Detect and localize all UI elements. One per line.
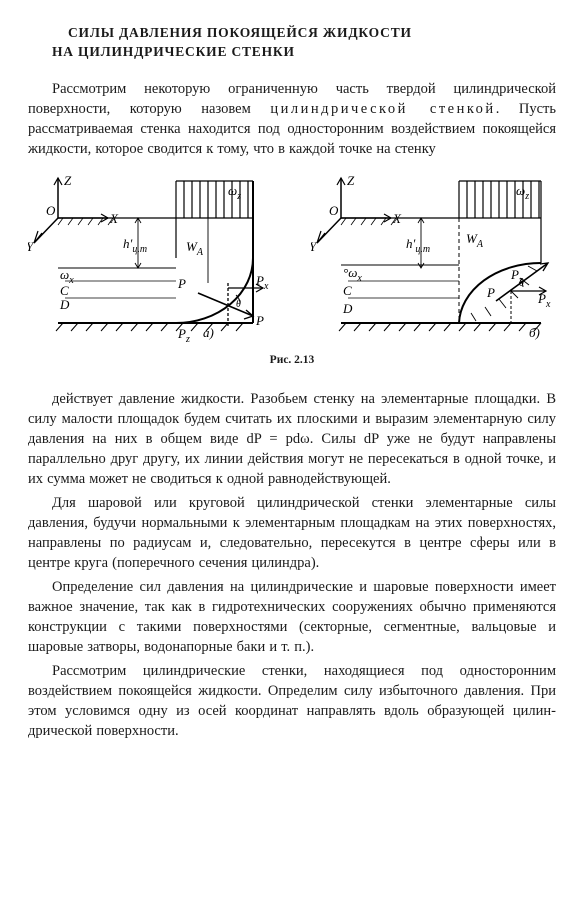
- svg-text:C: C: [60, 283, 69, 298]
- svg-text:h′ц.т: h′ц.т: [406, 236, 430, 255]
- title-line-2: НА ЦИЛИНДРИЧЕСКИЕ СТЕНКИ: [68, 43, 556, 62]
- svg-text:Pz: Pz: [177, 326, 190, 343]
- svg-text:Px: Px: [537, 291, 551, 310]
- svg-text:Z: Z: [64, 173, 72, 188]
- svg-text:Y: Y: [28, 239, 35, 254]
- svg-text:ωz: ωz: [228, 183, 241, 202]
- svg-text:θ: θ: [236, 299, 241, 310]
- figure-panel-a: Z X Y O: [28, 173, 273, 343]
- section-title: СИЛЫ ДАВЛЕНИЯ ПОКОЯЩЕЙСЯ ЖИДКОСТИ НА ЦИЛ…: [28, 24, 556, 61]
- svg-text:Z: Z: [347, 173, 355, 188]
- paragraph-5: Рассмотрим цилиндрические стенки, находя…: [28, 661, 556, 741]
- figure-2-13: Z X Y O: [28, 173, 556, 343]
- spaced-term: цилиндри­ческой стенкой: [270, 101, 495, 117]
- svg-text:C: C: [343, 283, 352, 298]
- svg-text:h′ц.т: h′ц.т: [123, 236, 147, 255]
- svg-text:Y: Y: [311, 239, 318, 254]
- svg-text:P: P: [177, 276, 186, 291]
- figure-panel-b: Z X Y O: [311, 173, 556, 343]
- svg-text:WA: WA: [466, 231, 484, 250]
- svg-text:O: O: [46, 203, 56, 218]
- paragraph-3: Для шаровой или круговой цилиндрической …: [28, 493, 556, 573]
- title-line-1: СИЛЫ ДАВЛЕНИЯ ПОКОЯЩЕЙСЯ ЖИДКОСТИ: [68, 24, 556, 43]
- paragraph-2: действует давление жидкости. Разобьем ст…: [28, 389, 556, 489]
- svg-text:а): а): [203, 325, 214, 340]
- svg-text:D: D: [59, 297, 70, 312]
- paragraph-1: Рассмотрим некоторую ограниченную часть …: [28, 79, 556, 159]
- svg-text:P: P: [255, 313, 264, 328]
- figure-caption: Рис. 2.13: [28, 353, 556, 369]
- svg-text:б): б): [529, 325, 540, 340]
- svg-text:D: D: [342, 301, 353, 316]
- svg-text:P: P: [486, 285, 495, 300]
- svg-text:O: O: [329, 203, 339, 218]
- paragraph-4: Определение сил давления на цилиндрическ…: [28, 577, 556, 657]
- svg-text:WA: WA: [186, 239, 204, 258]
- svg-text:θ: θ: [519, 278, 524, 289]
